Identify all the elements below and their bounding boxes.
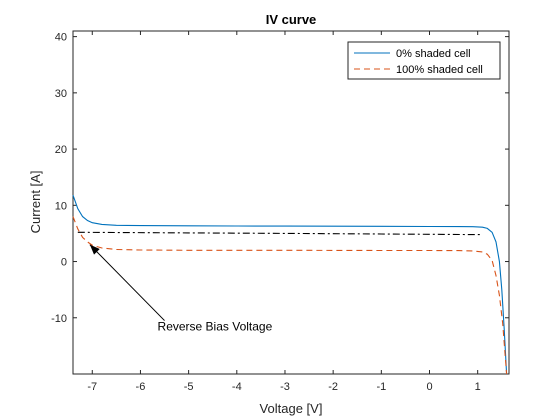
y-tick-label: 40 [55,32,67,44]
x-tick-label: 1 [475,381,481,393]
y-ticks: -10 0 10 20 30 40 [51,32,509,325]
plot-area [72,30,510,375]
x-tick-label: -7 [87,381,97,393]
x-tick-label: -2 [328,381,338,393]
chart-title: IV curve [266,12,317,27]
series-line [72,216,508,375]
legend-entry: 100% shaded cell [396,64,483,76]
annotation-arrow [89,244,165,321]
y-tick-label: 10 [55,200,67,212]
legend-entry: 0% shaded cell [396,48,471,60]
x-tick-label: 0 [426,381,432,393]
series-line [72,195,508,375]
y-tick-label: 0 [61,257,67,269]
annotation-arrowhead [89,244,100,255]
annotation: Reverse Bias Voltage [89,244,273,334]
x-axis-label: Voltage [V] [260,401,323,416]
y-tick-label: 30 [55,88,67,100]
series-line [77,231,483,236]
x-tick-label: -3 [280,381,290,393]
x-tick-label: -4 [232,381,242,393]
y-axis-label: Current [A] [28,171,43,234]
x-ticks: -7 -6 -5 -4 -3 -2 -1 0 1 [87,31,481,393]
series-lines [72,195,508,375]
annotation-label: Reverse Bias Voltage [158,320,273,334]
y-tick-label: -10 [51,313,67,325]
legend-box [347,41,501,80]
x-tick-label: -6 [136,381,146,393]
x-tick-label: -1 [376,381,386,393]
legend: 0% shaded cell 100% shaded cell [347,41,501,80]
x-tick-label: -5 [184,381,194,393]
y-tick-label: 20 [55,144,67,156]
